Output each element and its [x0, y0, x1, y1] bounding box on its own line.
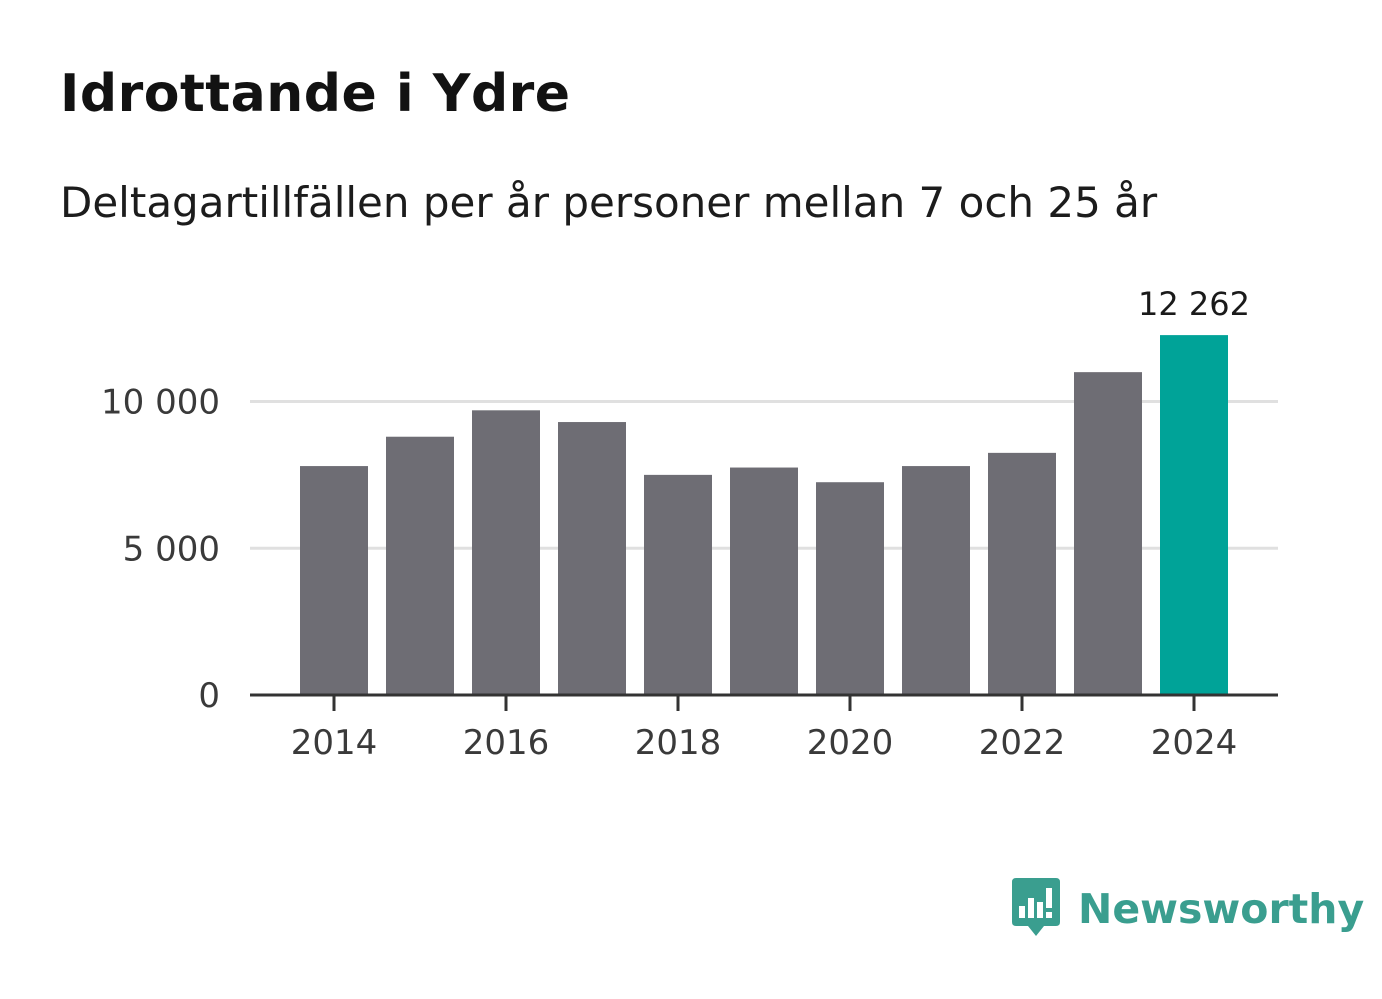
bar-2015 — [386, 436, 454, 695]
bar-2023 — [1074, 372, 1142, 695]
bar-2014 — [300, 466, 368, 695]
chart-title: Idrottande i Ydre — [60, 64, 571, 124]
newsworthy-logo-icon — [1012, 878, 1060, 936]
data-label: 12 262 — [1138, 285, 1250, 323]
newsworthy-logo: Newsworthy — [1010, 878, 1364, 940]
x-tick-label: 2016 — [463, 723, 550, 763]
bar-2021 — [902, 466, 970, 695]
bar-2018 — [644, 474, 712, 695]
bar-2017 — [558, 422, 626, 695]
bar-2016 — [472, 410, 540, 695]
y-tick-label: 5 000 — [123, 529, 220, 569]
x-tick-label: 2022 — [979, 723, 1066, 763]
x-tick-label: 2018 — [635, 723, 722, 763]
bar-2022 — [988, 452, 1056, 695]
bar-2019 — [730, 467, 798, 695]
brand-name: Newsworthy — [1078, 885, 1365, 933]
y-tick-label: 0 — [198, 676, 220, 716]
x-tick-label: 2024 — [1151, 723, 1238, 763]
bar-2020 — [816, 482, 884, 695]
x-tick-label: 2014 — [291, 723, 378, 763]
chart-subtitle: Deltagartillfällen per år personer mella… — [60, 178, 1158, 227]
bar-2024 — [1160, 335, 1228, 695]
y-tick-label: 10 000 — [101, 383, 220, 423]
x-tick-label: 2020 — [807, 723, 894, 763]
